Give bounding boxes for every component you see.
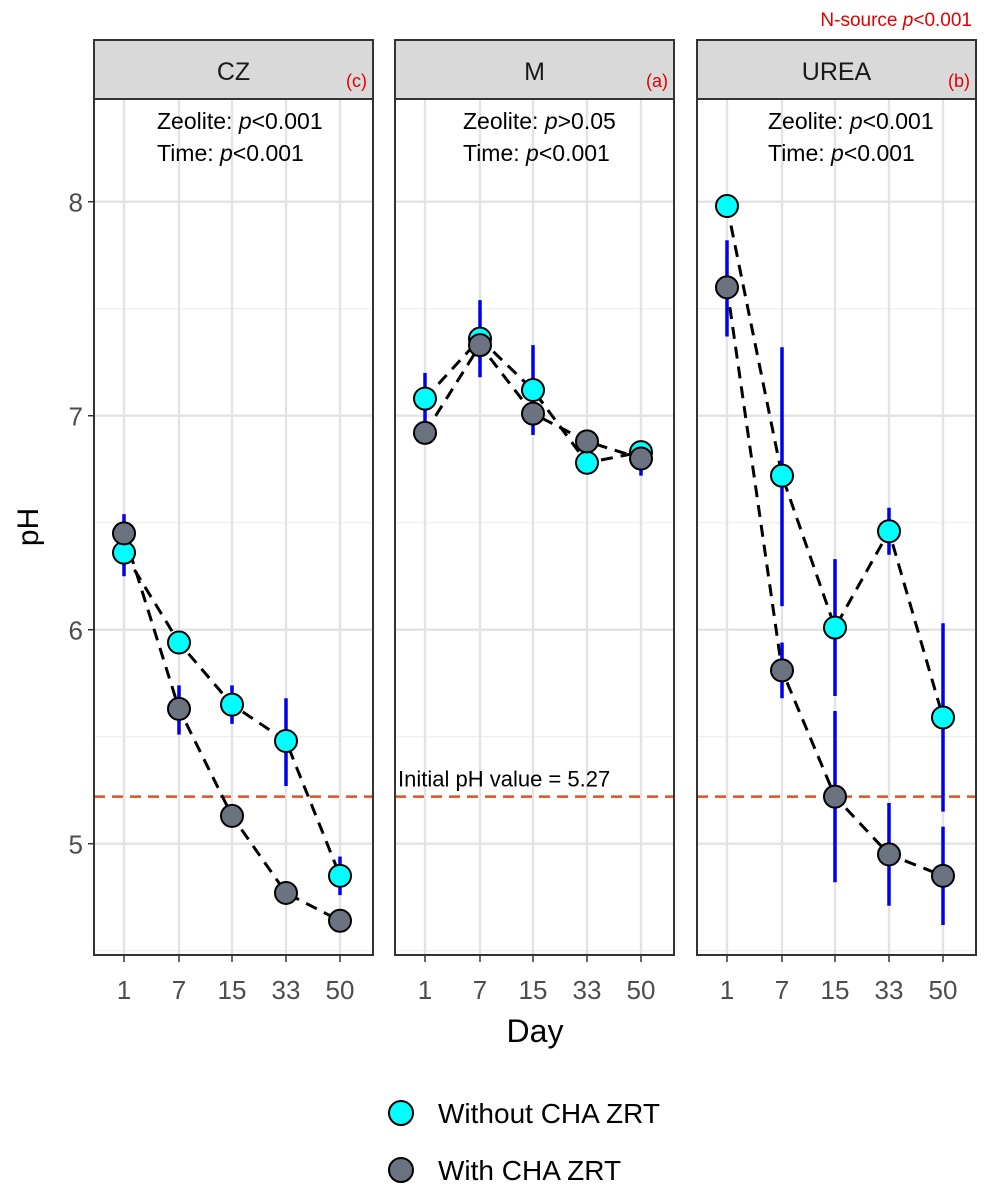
data-point-without-day-50 — [328, 863, 352, 888]
x-tick-label: 50 — [326, 975, 355, 1005]
stat-time-rest: <0.001 — [844, 140, 915, 166]
x-tick-label: 33 — [272, 975, 301, 1005]
stat-zeolite-rest: >0.05 — [558, 108, 616, 134]
strip-title: UREA — [802, 58, 872, 86]
initial-ph-label: Initial pH value = 5.27 — [398, 767, 610, 792]
x-tick-label: 7 — [775, 975, 789, 1005]
stat-zeolite-prefix: Zeolite: — [157, 108, 239, 134]
y-tick-label: 8 — [69, 188, 83, 218]
data-point-with-day-33 — [877, 842, 901, 867]
data-point-with-day-15 — [521, 401, 545, 426]
x-tick-label: 7 — [172, 975, 186, 1005]
data-point-with-day-15 — [823, 784, 847, 809]
stat-time-p: p — [219, 140, 233, 166]
data-point-with-day-7 — [468, 333, 492, 358]
legend-label-without: Without CHA ZRT — [438, 1098, 660, 1129]
x-axis-title: Day — [507, 1013, 564, 1049]
data-point-with-day-1 — [413, 420, 437, 445]
panel-label: (c) — [346, 71, 367, 91]
data-point-with-day-1 — [715, 275, 739, 300]
data-point-without-day-33 — [575, 450, 599, 475]
x-tick-label: 33 — [875, 975, 904, 1005]
stat-zeolite-rest: <0.001 — [863, 108, 934, 134]
stat-zeolite-p: p — [849, 108, 863, 134]
x-tick-label: 50 — [929, 975, 958, 1005]
stat-zeolite-p: p — [238, 108, 252, 134]
stat-time-rest: <0.001 — [233, 140, 304, 166]
y-tick-label: 7 — [69, 402, 83, 432]
stat-zeolite-prefix: Zeolite: — [463, 108, 545, 134]
data-point-with-day-1 — [112, 521, 136, 546]
x-tick-label: 15 — [519, 975, 548, 1005]
legend-label-with: With CHA ZRT — [438, 1155, 621, 1186]
series-line-without — [725, 205, 945, 718]
legend-marker-without — [388, 1100, 414, 1126]
stat-time-p: p — [830, 140, 844, 166]
stat-time-p: p — [525, 140, 539, 166]
n-source-annotation-prefix: N-source — [820, 10, 902, 31]
strip-header — [394, 39, 675, 100]
y-axis-title: pH — [12, 508, 45, 546]
stat-time-rest: <0.001 — [539, 140, 610, 166]
data-point-with-day-7 — [167, 696, 191, 721]
stat-zeolite-p: p — [544, 108, 558, 134]
data-point-with-day-7 — [770, 658, 794, 683]
stat-zeolite: Zeolite: p<0.001 — [157, 108, 323, 134]
strip-header — [93, 39, 374, 100]
stat-time: Time: p<0.001 — [463, 140, 610, 166]
data-point-with-day-33 — [274, 880, 298, 905]
data-point-without-day-15 — [220, 692, 244, 717]
stat-time-prefix: Time: — [463, 140, 526, 166]
x-tick-label: 1 — [418, 975, 432, 1005]
data-point-without-day-7 — [167, 630, 191, 655]
stat-time-prefix: Time: — [157, 140, 220, 166]
data-point-without-day-15 — [521, 378, 545, 403]
y-tick-label: 5 — [69, 830, 83, 860]
x-tick-label: 1 — [117, 975, 131, 1005]
panel-label: (b) — [948, 71, 970, 91]
legend-marker-with — [388, 1157, 414, 1183]
data-point-with-day-50 — [931, 863, 955, 888]
data-point-without-day-7 — [770, 463, 794, 488]
x-tick-label: 50 — [627, 975, 656, 1005]
data-point-with-day-50 — [629, 446, 653, 471]
data-point-with-day-33 — [575, 429, 599, 454]
stat-zeolite: Zeolite: p>0.05 — [463, 108, 616, 134]
data-point-without-day-33 — [877, 519, 901, 544]
panel-label: (a) — [646, 71, 668, 91]
x-tick-label: 15 — [821, 975, 850, 1005]
x-tick-label: 1 — [720, 975, 734, 1005]
strip-title: CZ — [217, 58, 250, 86]
data-point-without-day-33 — [274, 729, 298, 753]
stat-zeolite-prefix: Zeolite: — [768, 108, 850, 134]
data-point-with-day-50 — [328, 908, 352, 933]
n-source-annotation-p: p — [902, 10, 914, 31]
panel-background — [395, 99, 674, 955]
y-tick-label: 6 — [69, 616, 83, 646]
x-tick-label: 33 — [573, 975, 602, 1005]
data-point-without-day-1 — [413, 386, 437, 411]
stat-zeolite-rest: <0.001 — [252, 108, 323, 134]
n-source-annotation: N-source p<0.001 — [820, 10, 972, 31]
data-point-without-day-50 — [931, 705, 955, 730]
stat-time: Time: p<0.001 — [157, 140, 304, 166]
stat-time: Time: p<0.001 — [768, 140, 915, 166]
stat-time-prefix: Time: — [768, 140, 831, 166]
data-point-with-day-15 — [220, 803, 244, 828]
data-point-without-day-15 — [823, 615, 847, 640]
x-tick-label: 15 — [218, 975, 247, 1005]
stat-zeolite: Zeolite: p<0.001 — [768, 108, 934, 134]
strip-header — [696, 39, 977, 100]
strip-title: M — [524, 58, 545, 86]
x-tick-label: 7 — [473, 975, 487, 1005]
series-line-without — [423, 336, 642, 465]
n-source-annotation-rest: <0.001 — [913, 10, 972, 31]
data-point-without-day-1 — [715, 194, 739, 218]
